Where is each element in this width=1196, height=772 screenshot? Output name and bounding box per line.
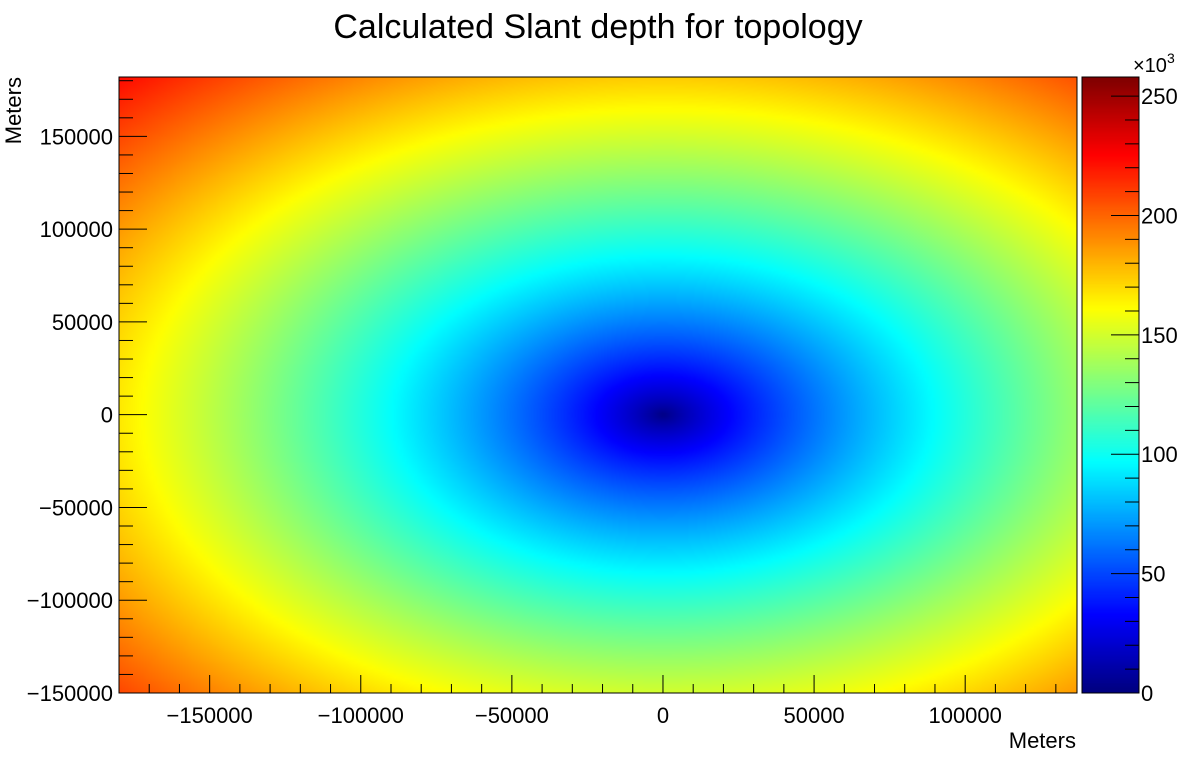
colorbar-multiplier-base: ×10 [1133,55,1167,77]
colorbar-multiplier: ×103 [1133,50,1175,77]
colorbar-tick-label: 200 [1141,203,1178,228]
colorbar-multiplier-exponent: 3 [1167,50,1175,66]
colorbar-axis: 0 50 100 150 200 250 [1111,84,1178,706]
x-tick-label: −150000 [167,703,253,728]
y-axis: −150000 −100000 −50000 0 50000 100000 150000 [27,80,147,706]
colorbar-tick-label: 50 [1141,562,1165,587]
heatmap-image [119,77,1077,693]
y-tick-label: −150000 [27,681,113,706]
x-tick-label: 50000 [783,703,844,728]
x-tick-label: −100000 [318,703,404,728]
x-tick-label: 0 [657,703,669,728]
y-tick-label: 0 [101,403,113,428]
plot-frame [118,76,1078,694]
x-axis: −150000 −100000 −50000 0 50000 100000 [118,675,1057,728]
colorbar-gradient [1082,77,1139,693]
colorbar-tick-label: 100 [1141,442,1178,467]
y-tick-label: −100000 [27,588,113,613]
colorbar-tick-label: 150 [1141,323,1178,348]
chart-title: Calculated Slant depth for topology [333,8,862,46]
colorbar-tick-label: 250 [1141,84,1178,109]
x-tick-label: 100000 [928,703,1001,728]
y-tick-label: −50000 [39,495,113,520]
y-axis-label: Meters [1,77,26,144]
y-tick-label: 100000 [40,217,113,242]
x-axis-label: Meters [1009,728,1076,753]
y-tick-label: 150000 [40,124,113,149]
colorbar-frame [1081,76,1140,694]
y-tick-label: 50000 [52,310,113,335]
heatmap-plot-area [118,76,1078,694]
x-tick-label: −50000 [475,703,549,728]
colorbar-tick-label: 0 [1141,681,1153,706]
colorbar: 0 50 100 150 200 250 ×103 [1081,50,1178,706]
